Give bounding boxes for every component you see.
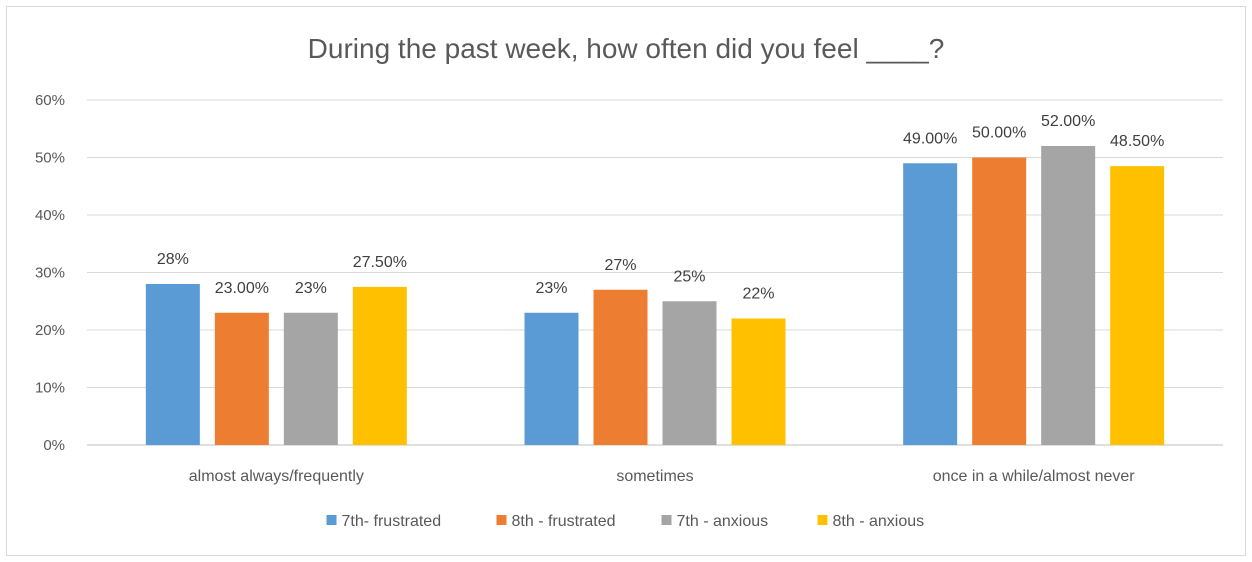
legend-label: 8th - anxious: [833, 513, 925, 530]
data-label: 50.00%: [972, 125, 1026, 142]
bar: [214, 312, 269, 445]
legend-label: 7th- frustrated: [342, 513, 442, 530]
x-category-label: almost always/frequently: [189, 468, 364, 485]
bar: [145, 284, 200, 445]
data-label: 22%: [742, 286, 774, 303]
y-tick-label: 30%: [35, 265, 65, 282]
data-label: 27.50%: [353, 254, 407, 271]
x-category-label: once in a while/almost never: [933, 468, 1136, 485]
bar: [1110, 166, 1165, 445]
data-label: 49.00%: [903, 130, 957, 147]
data-label: 48.50%: [1110, 133, 1164, 150]
y-tick-label: 0%: [43, 437, 65, 454]
bar: [903, 163, 958, 445]
legend-label: 7th - anxious: [677, 513, 769, 530]
data-label: 28%: [157, 251, 189, 268]
chart-frame: During the past week, how often did you …: [6, 6, 1246, 556]
legend-swatch: [661, 515, 672, 525]
legend-label: 8th - frustrated: [512, 513, 616, 530]
bar: [593, 289, 648, 445]
x-category-label: sometimes: [616, 468, 693, 485]
data-label: 23%: [295, 280, 327, 297]
legend-swatch: [496, 515, 507, 525]
data-label: 23.00%: [215, 280, 269, 297]
data-label: 52.00%: [1041, 113, 1095, 130]
data-label: 25%: [673, 268, 705, 285]
bar: [283, 312, 338, 445]
bar: [1041, 146, 1096, 445]
y-tick-label: 20%: [35, 322, 65, 339]
chart-title: During the past week, how often did you …: [307, 33, 945, 64]
y-tick-label: 40%: [35, 207, 65, 224]
y-tick-label: 10%: [35, 380, 65, 397]
bar: [731, 318, 786, 445]
data-label: 23%: [535, 280, 567, 297]
bar: [524, 312, 579, 445]
bar: [352, 286, 407, 445]
bar: [662, 301, 717, 445]
y-tick-label: 50%: [35, 150, 65, 167]
bar: [972, 157, 1027, 445]
y-tick-label: 60%: [35, 92, 65, 109]
legend-swatch: [817, 515, 828, 525]
data-label: 27%: [604, 257, 636, 274]
bar-chart: 0% 10% 20% 30% 40% 50% 60% 28% 23.00% 23% 27.50% al…: [35, 92, 1223, 530]
legend-swatch: [326, 515, 337, 525]
